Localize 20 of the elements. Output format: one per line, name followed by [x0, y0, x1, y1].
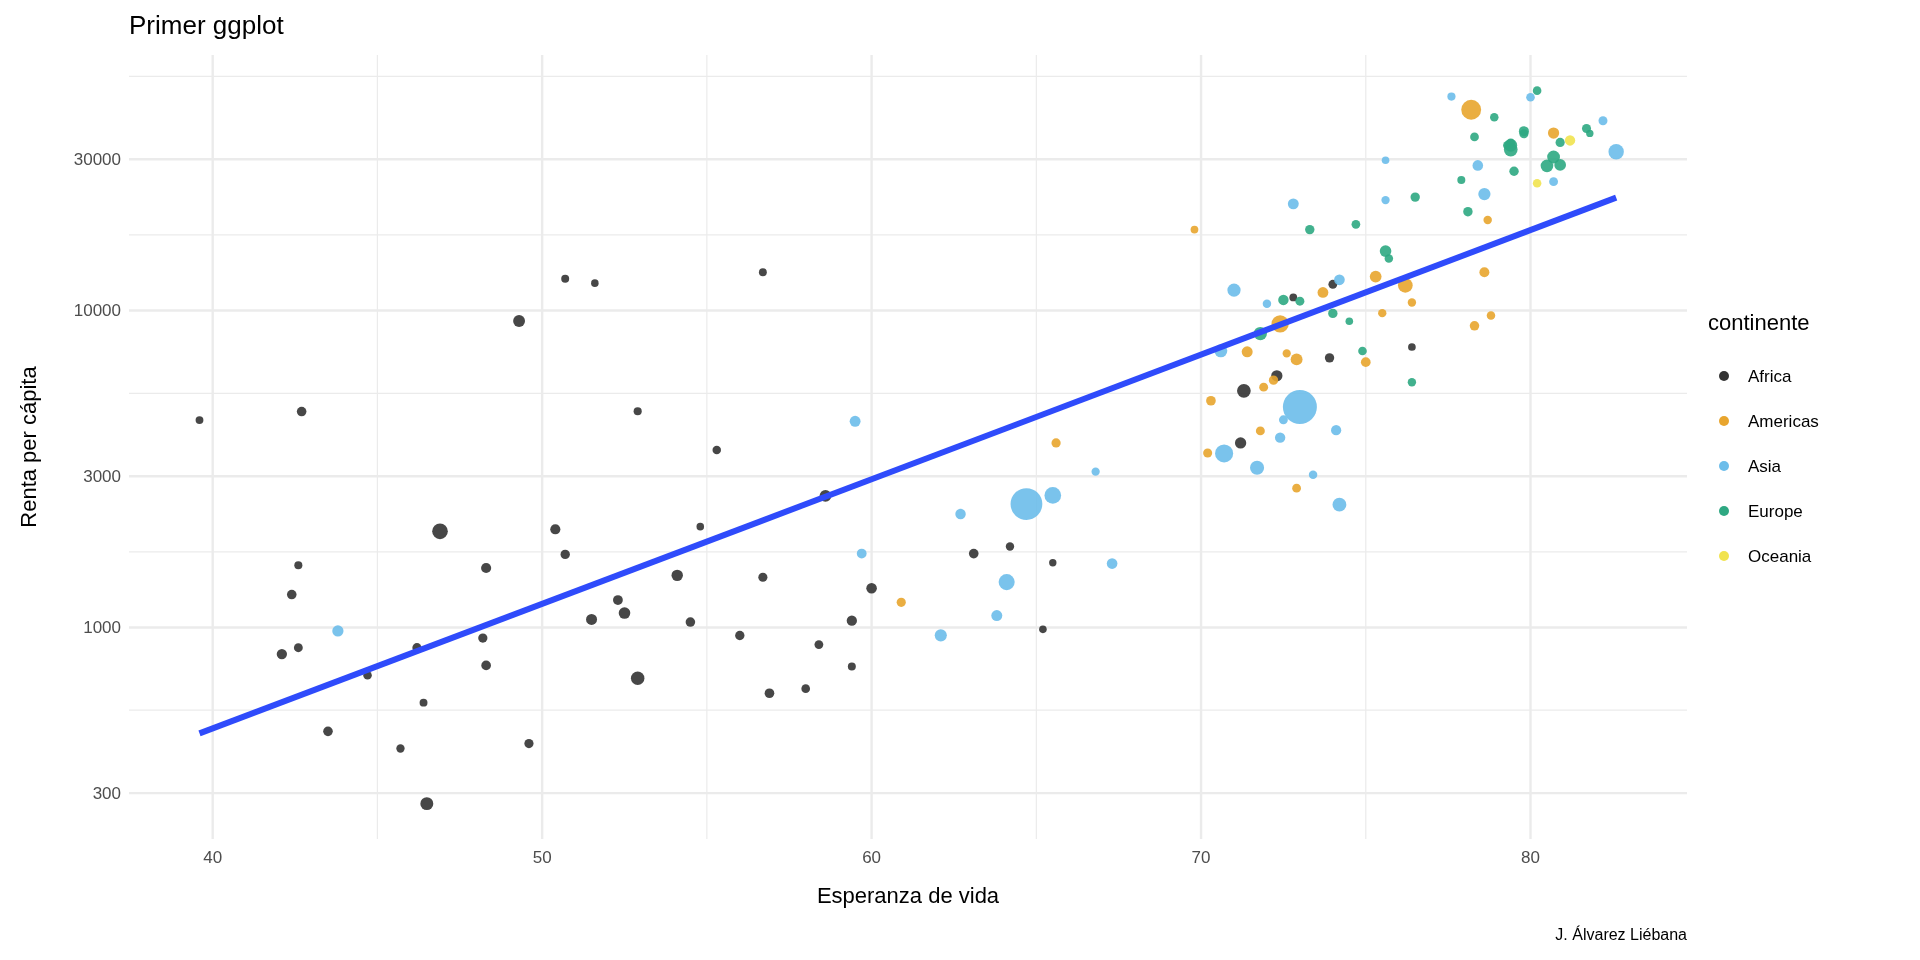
x-axis-title: Esperanza de vida: [816, 883, 1000, 908]
x-tick-label: 40: [203, 848, 223, 867]
x-tick-label: 80: [1521, 848, 1540, 867]
y-tick-label: 1000: [83, 618, 121, 638]
y-tick-label: 300: [92, 784, 121, 804]
x-tick-label: 60: [862, 848, 882, 867]
legend-label: Asia: [1748, 456, 1782, 476]
text: J. Álvarez Liébana: [1555, 925, 1688, 943]
legend-label: Oceania: [1748, 546, 1812, 566]
y-tick-label: 30000: [73, 150, 121, 170]
y-tick-label: 3000: [83, 467, 121, 487]
y-axis-title: Renta per cápita: [16, 365, 41, 528]
legend-label: Americas: [1748, 411, 1819, 431]
legend-label: Africa: [1748, 366, 1792, 386]
legend-title: continente: [1708, 310, 1810, 335]
y-tick-label: 10000: [73, 301, 121, 321]
x-tick-label: 70: [1191, 848, 1211, 867]
legend-label: Europe: [1748, 501, 1803, 521]
chart-title: Primer ggplot: [129, 10, 285, 40]
x-tick-label: 50: [532, 848, 552, 867]
